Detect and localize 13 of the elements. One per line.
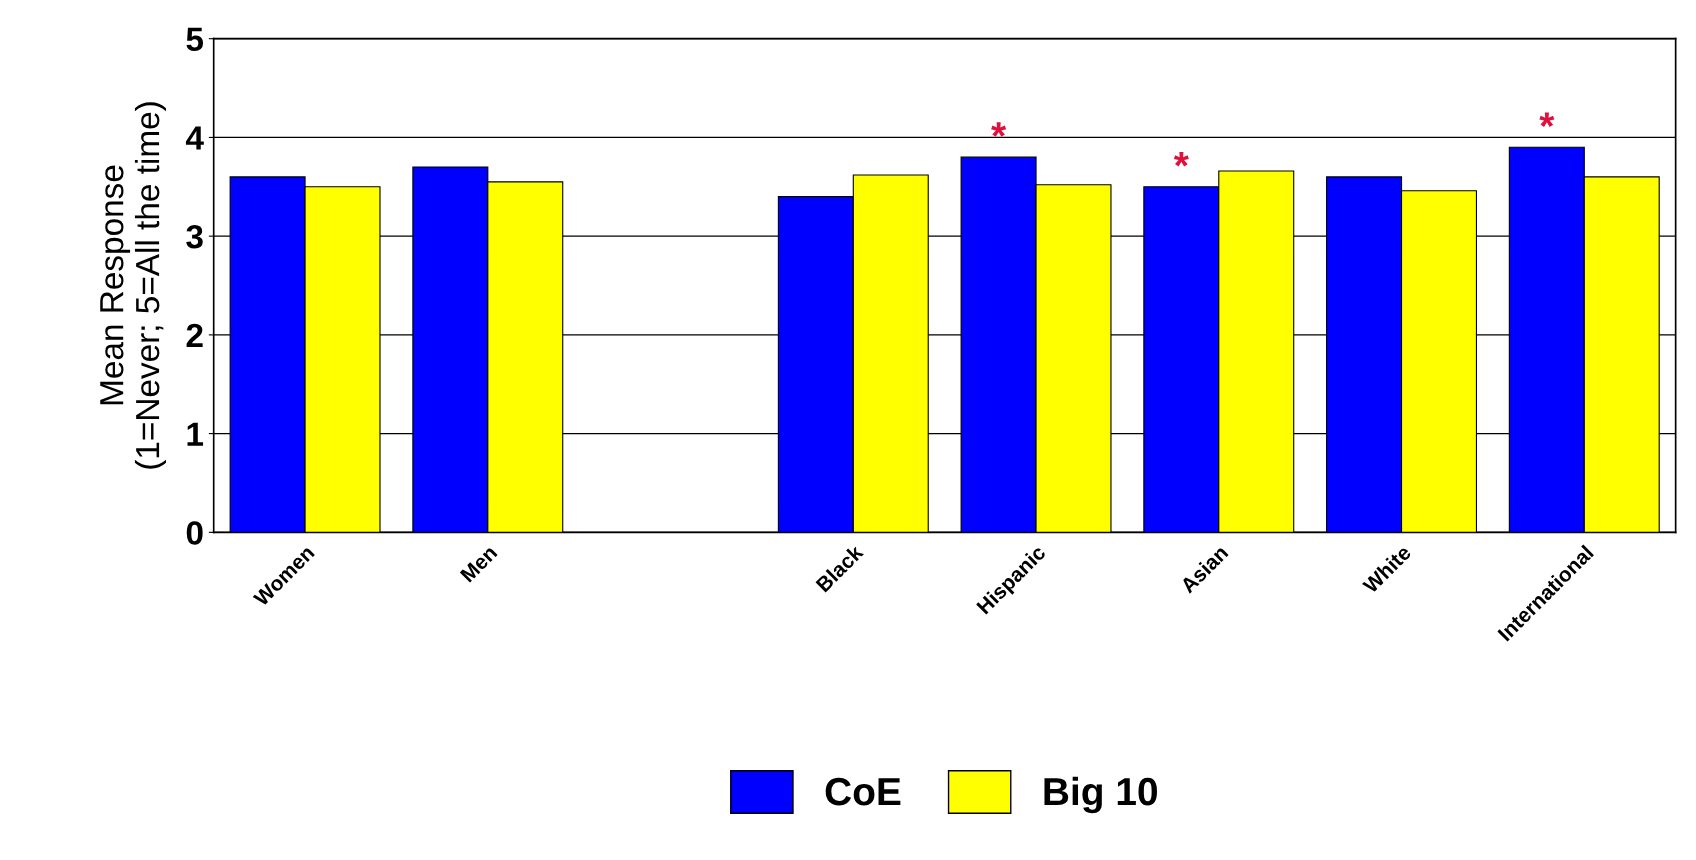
y-tick-label: 1: [187, 422, 204, 446]
y-tick-label: 4: [185, 126, 204, 150]
x-tick-label: Men: [459, 544, 498, 583]
y-axis-title: Mean Response (1=Never; 5=All the time): [100, 102, 166, 469]
y-tick-label: 3: [186, 224, 203, 249]
annotation: *: [991, 122, 1007, 137]
legend-label: Big 10: [1044, 776, 1157, 814]
legend-label: CoE: [825, 777, 901, 806]
y-tick-label: 0: [186, 521, 203, 545]
y-tick-label: 2: [186, 323, 203, 347]
annotation: *: [1173, 151, 1189, 167]
annotation: *: [1539, 112, 1555, 127]
y-tick-label: 5: [186, 27, 204, 52]
